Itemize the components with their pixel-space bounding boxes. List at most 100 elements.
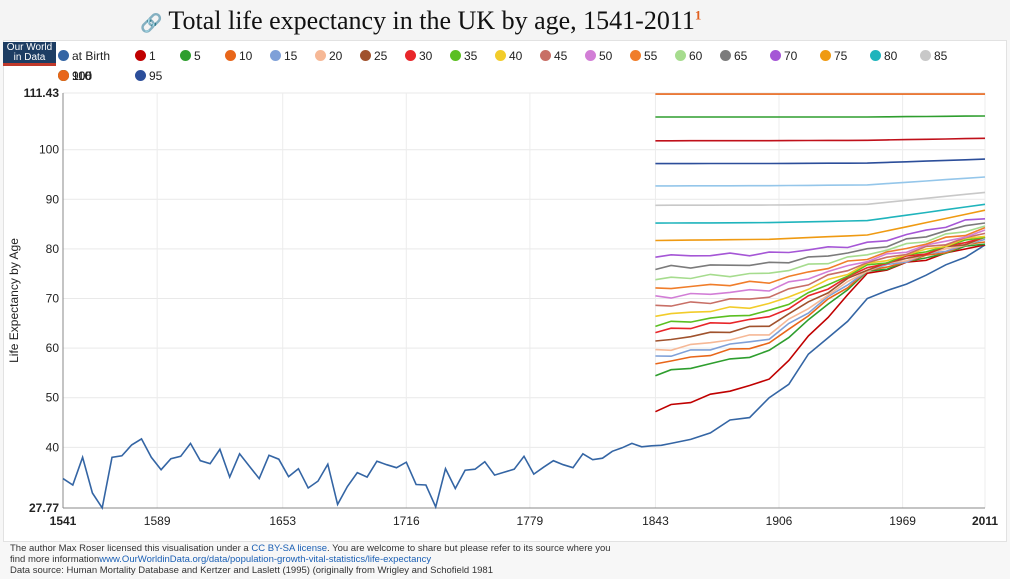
x-tick-label: 1969 (889, 514, 916, 528)
legend-swatch (675, 50, 686, 61)
series-line-35 (655, 236, 986, 328)
footer: The author Max Roser licensed this visua… (10, 543, 1000, 576)
y-tick-label: 90 (46, 192, 60, 206)
y-tick-label: 111.43 (24, 86, 60, 100)
y-tick-label: 40 (46, 440, 60, 454)
data-source: Data source: Human Mortality Database an… (10, 565, 493, 576)
legend-swatch (770, 50, 781, 61)
legend-item[interactable]: at Birth (58, 48, 110, 64)
license-link[interactable]: CC BY-SA license (251, 543, 328, 554)
credit-text-2: . You are welcome to share but please re… (327, 543, 611, 554)
series-line-60 (655, 225, 986, 281)
legend-item[interactable]: 70 (770, 48, 797, 64)
x-tick-label: 1779 (517, 514, 544, 528)
legend-label: 110 (72, 69, 92, 83)
legend-label: 40 (509, 49, 523, 63)
logo-line2: in Data (13, 52, 46, 63)
line-chart: 27.77 40 50 60 70 80 90 100 111.43 1541 1589 1653 17… (7, 86, 998, 528)
legend-item[interactable]: 85 (920, 48, 947, 64)
legend-swatch (405, 50, 416, 61)
legend-item[interactable]: 15 (270, 48, 297, 64)
legend-item[interactable]: 95 (135, 68, 162, 84)
legend-label: 10 (239, 49, 253, 63)
legend-swatch (870, 50, 881, 61)
legend-label: 35 (464, 49, 478, 63)
legend-item[interactable]: 20 (315, 48, 342, 64)
credit-text: The author Max Roser licensed this visua… (10, 543, 249, 554)
legend-label: at Birth (72, 49, 111, 63)
series-line-65 (655, 222, 986, 271)
legend-swatch (720, 50, 731, 61)
series-line-100 (655, 137, 986, 142)
legend-swatch (58, 50, 69, 61)
series-line-birth (62, 244, 986, 510)
legend-item[interactable]: 60 (675, 48, 702, 64)
legend-swatch (495, 50, 506, 61)
legend-item[interactable]: 40 (495, 48, 522, 64)
legend-item[interactable]: 35 (450, 48, 477, 64)
y-tick-label: 50 (46, 391, 60, 405)
legend-swatch (920, 50, 931, 61)
source-link[interactable]: www.OurWorldinData.org/data/population-g… (99, 554, 432, 565)
series-line-55 (655, 226, 986, 290)
legend-swatch (450, 50, 461, 61)
legend-item[interactable]: 30 (405, 48, 432, 64)
legend-label: 50 (599, 49, 613, 63)
legend-swatch (315, 50, 326, 61)
legend-swatch (630, 50, 641, 61)
legend-swatch (540, 50, 551, 61)
legend-item[interactable]: 25 (360, 48, 387, 64)
legend-item[interactable]: 50 (585, 48, 612, 64)
legend-item[interactable]: 65 (720, 48, 747, 64)
legend-label: 20 (329, 49, 343, 63)
y-tick-label: 70 (46, 292, 60, 306)
legend-label: 95 (149, 69, 163, 83)
series-line-85 (655, 191, 986, 207)
legend-label: 100 (72, 69, 93, 83)
legend-label: 85 (934, 49, 948, 63)
y-tick-label: 100 (39, 143, 59, 157)
owid-logo[interactable]: Our World in Data (3, 42, 56, 66)
legend-swatch (585, 50, 596, 61)
footnote-mark[interactable]: 1 (694, 7, 702, 23)
series-line-1 (655, 244, 986, 413)
legend-item[interactable]: 10 (225, 48, 252, 64)
legend-label: 15 (284, 49, 298, 63)
legend-label: 90 (72, 69, 86, 83)
legend-item[interactable]: 1 (135, 48, 156, 64)
x-tick-label: 1843 (642, 514, 669, 528)
legend-item[interactable]: 5 (180, 48, 201, 64)
series-line-90 (655, 176, 986, 187)
y-axis-label: Life Expectancy by Age (7, 238, 21, 363)
legend-label: 60 (689, 49, 703, 63)
legend-label: 65 (734, 49, 748, 63)
legend-swatch (58, 70, 69, 81)
x-tick-label: 1589 (144, 514, 171, 528)
logo-line1: Our World (6, 42, 53, 53)
legend-swatch (135, 50, 146, 61)
info-text: find more information (10, 554, 100, 565)
legend-label: 70 (784, 49, 798, 63)
legend-item[interactable]: 80 (870, 48, 897, 64)
legend-swatch (270, 50, 281, 61)
legend-swatch (820, 50, 831, 61)
x-tick-label: 1716 (393, 514, 420, 528)
y-tick-label: 27.77 (29, 501, 59, 515)
legend-label: 45 (554, 49, 568, 63)
link-icon[interactable]: 🔗 (140, 13, 163, 33)
series-line-95 (655, 158, 986, 165)
legend-item[interactable]: 45 (540, 48, 567, 64)
series-line-10 (655, 241, 986, 365)
legend-swatch (225, 50, 236, 61)
legend-swatch (180, 50, 191, 61)
x-tick-label: 1906 (766, 514, 793, 528)
legend-label: 55 (644, 49, 658, 63)
legend-item[interactable]: 75 (820, 48, 847, 64)
legend-label: 80 (884, 49, 898, 63)
legend-item[interactable]: 110 (58, 68, 91, 84)
legend-label: 25 (374, 49, 388, 63)
series-line-80 (655, 203, 986, 224)
x-tick-label: 1653 (269, 514, 296, 528)
series-line-30 (655, 236, 986, 334)
legend-item[interactable]: 55 (630, 48, 657, 64)
